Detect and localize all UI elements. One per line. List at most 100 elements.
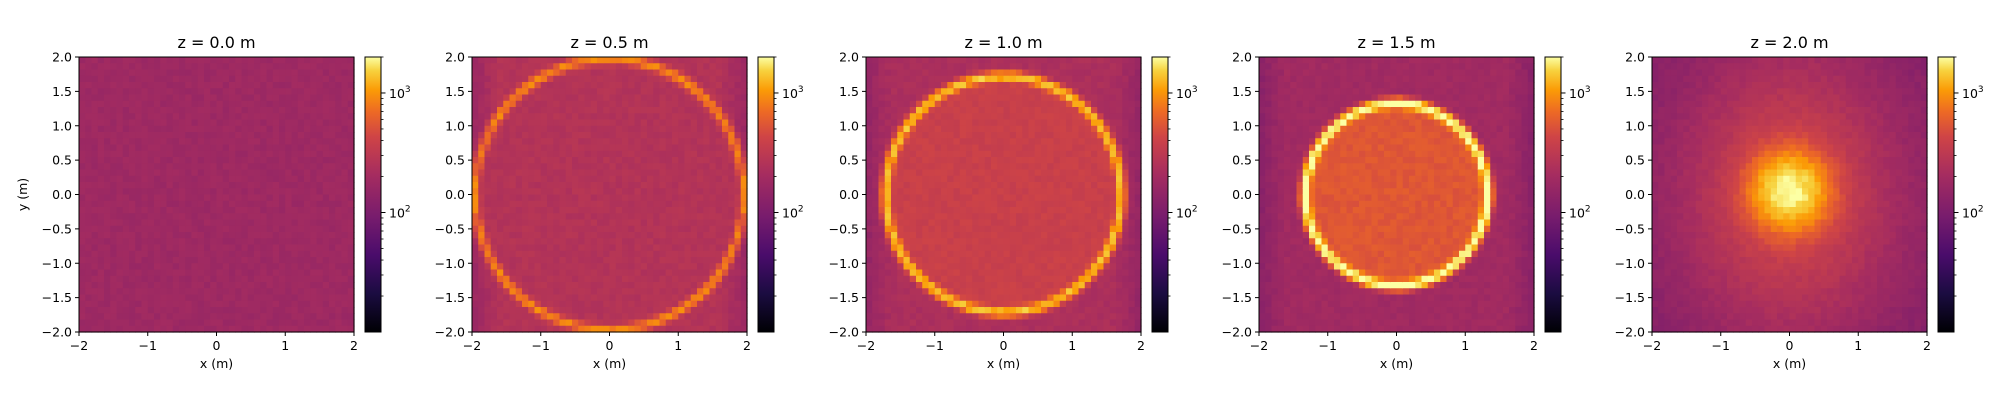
heatmap-cell	[116, 269, 124, 277]
heatmap-cell	[79, 82, 86, 89]
heatmap-cell	[534, 219, 542, 227]
heatmap-cell	[104, 275, 111, 283]
heatmap-cell	[653, 288, 661, 296]
heatmap-cell	[478, 132, 486, 139]
heatmap-cell	[534, 257, 542, 264]
heatmap-cell	[959, 150, 967, 158]
heatmap-cell	[534, 75, 542, 83]
heatmap-cell	[254, 200, 261, 208]
heatmap-cell	[947, 319, 955, 327]
heatmap-cell	[522, 325, 529, 333]
heatmap-cell	[297, 157, 305, 164]
heatmap-cell	[628, 282, 636, 289]
heatmap-cell	[247, 125, 255, 133]
heatmap-cell	[91, 175, 99, 183]
heatmap-cell	[615, 57, 623, 64]
heatmap-cell	[640, 244, 648, 252]
heatmap-cell	[653, 300, 661, 308]
heatmap-cell	[85, 132, 93, 139]
heatmap-cell	[204, 107, 211, 114]
heatmap-cell	[147, 150, 155, 158]
heatmap-cell	[116, 94, 124, 102]
heatmap-cell	[565, 244, 573, 252]
heatmap-cell	[335, 319, 343, 327]
heatmap-cell	[285, 157, 293, 164]
heatmap-cell	[565, 307, 573, 314]
heatmap-cell	[260, 213, 268, 221]
heatmap-cell	[85, 313, 93, 321]
heatmap-cell	[872, 157, 880, 164]
heatmap-cell	[322, 188, 330, 196]
heatmap-cell	[222, 300, 230, 308]
heatmap-cell	[934, 194, 942, 202]
heatmap-cell	[266, 144, 274, 152]
heatmap-cell	[584, 325, 592, 333]
heatmap-cell	[897, 294, 905, 302]
heatmap-cell	[978, 313, 986, 321]
heatmap-cell	[947, 163, 955, 171]
heatmap-cell	[659, 275, 667, 283]
heatmap-cell	[972, 325, 980, 333]
heatmap-cell	[85, 125, 93, 133]
heatmap-cell	[897, 150, 905, 158]
heatmap-cell	[678, 169, 686, 177]
heatmap-cell	[903, 307, 911, 314]
heatmap-cell	[916, 157, 923, 164]
heatmap-cell	[903, 82, 911, 89]
heatmap-cell	[959, 75, 967, 83]
heatmap-cell	[947, 275, 955, 283]
heatmap-cell	[291, 119, 299, 127]
heatmap-cell	[547, 232, 554, 239]
heatmap-cell	[878, 94, 886, 102]
heatmap-cell	[235, 275, 243, 283]
heatmap-cell	[565, 169, 573, 177]
heatmap-cell	[872, 238, 880, 246]
heatmap-cell	[728, 169, 736, 177]
heatmap-cell	[609, 63, 617, 71]
heatmap-cell	[528, 294, 536, 302]
heatmap-cell	[884, 250, 892, 258]
heatmap-cell	[478, 213, 486, 221]
heatmap-cell	[972, 219, 980, 227]
heatmap-cell	[709, 150, 717, 158]
heatmap-cell	[279, 213, 286, 221]
heatmap-cell	[991, 232, 998, 239]
heatmap-cell	[559, 82, 567, 89]
heatmap-cell	[697, 257, 704, 264]
heatmap-cell	[941, 150, 948, 158]
heatmap-cell	[279, 63, 286, 71]
heatmap-cell	[241, 125, 249, 133]
heatmap-cell	[285, 75, 293, 83]
heatmap-cell	[260, 188, 268, 196]
heatmap-cell	[928, 207, 936, 214]
heatmap-cell	[272, 63, 280, 71]
heatmap-cell	[335, 119, 343, 127]
heatmap-cell	[922, 188, 930, 196]
heatmap-cell	[285, 82, 293, 89]
heatmap-cell	[329, 269, 336, 277]
heatmap-cell	[197, 250, 205, 258]
heatmap-cell	[678, 63, 686, 71]
heatmap-cell	[540, 94, 548, 102]
heatmap-cell	[597, 107, 604, 114]
heatmap-cell	[154, 300, 161, 308]
heatmap-cell	[528, 75, 536, 83]
heatmap-cell	[179, 113, 186, 121]
heatmap-cell	[254, 313, 261, 321]
heatmap-cell	[141, 125, 149, 133]
heatmap-cell	[534, 63, 542, 71]
heatmap-cell	[740, 238, 748, 246]
heatmap-cell	[634, 138, 642, 146]
heatmap-cell	[260, 69, 268, 77]
heatmap-cell	[684, 219, 692, 227]
heatmap-cell	[872, 288, 880, 296]
heatmap-cell	[472, 125, 479, 133]
heatmap-cell	[640, 188, 648, 196]
heatmap-cell	[991, 57, 998, 64]
heatmap-cell	[528, 63, 536, 71]
heatmap-cell	[147, 57, 155, 64]
heatmap-cell	[210, 194, 218, 202]
y-tick-label: −1.0	[42, 256, 72, 271]
heatmap-cell	[304, 300, 311, 308]
heatmap-cell	[678, 238, 686, 246]
